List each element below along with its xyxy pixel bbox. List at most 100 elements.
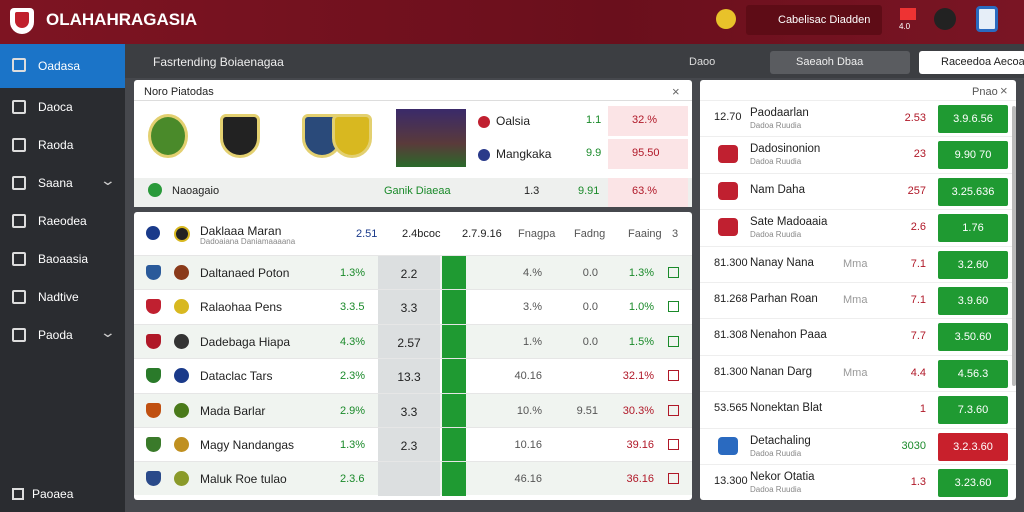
team-logo [146,368,161,384]
logo-inner [15,12,29,28]
column-header[interactable]: Faaing [628,228,662,240]
mid-odd[interactable]: 2.2 [400,267,418,281]
bet-button[interactable]: 7.3.60 [938,396,1008,425]
match-row[interactable]: Mada Barlar 2.9% 3.3 10.% 9.51 30.3% [134,392,692,428]
mid-odd[interactable]: 2.57 [397,335,421,350]
right-row[interactable]: 53.565 Nonektan Blat 1 7.3.60 [700,391,1016,427]
divider [134,100,692,101]
match-row[interactable]: Dataclac Tars 2.3% 13.3 40.16 32.1% [134,358,692,394]
match-row[interactable]: Magy Nandangas 1.3% 2.3 10.16 39.16 [134,427,692,462]
nav-item[interactable]: Oadasa [0,44,125,88]
odd: 3030 [901,439,926,452]
right-row[interactable]: 81.308 Nenahon Paaa 7.7 3.50.60 [700,318,1016,354]
right-row[interactable]: 81.268 Parhan Roan Mma 7.1 3.9.60 [700,282,1016,318]
team-logo [220,114,260,158]
nav-item[interactable]: Paoda ⌄ [0,316,125,354]
match-row[interactable]: Dadebaga Hiapa 4.3% 2.57 1.% 0.0 1.5% [134,323,692,359]
cell-c3: 30.3% [622,404,654,417]
column-header[interactable]: Fadng [574,228,606,240]
bet-button[interactable]: 9.90 70 [938,141,1008,170]
nav-item[interactable]: Saana ⌄ [0,164,125,202]
bet-button[interactable]: 3.2.60 [938,250,1008,279]
cell-c1: 10.16 [514,439,542,451]
panel-title: Pnao [972,86,998,98]
cell-c3: 36.16 [626,473,654,486]
bet-button[interactable]: 3.9.6.56 [938,105,1008,133]
column-header[interactable]: Fnagpa [518,228,556,240]
cell-c3: 32.1% [622,370,654,383]
close: × [1000,83,1008,98]
green-bar [442,290,466,325]
nav-item[interactable]: Nadtive [0,278,125,316]
icon[interactable] [976,6,998,32]
footer-icon [148,183,162,197]
pct-cell [608,139,688,169]
mid-odd[interactable]: 3.3 [400,404,418,419]
header-button[interactable]: Cabelisac Diadden [746,5,882,35]
select[interactable]: Daoo [689,56,716,68]
right-row[interactable]: 13.300 Nekor Otatia Dadoa Ruudia 1.3 3.23.60 [700,464,1016,500]
cell-c1: 1.% [523,335,542,348]
match-row[interactable]: Daltanaed Poton 1.3% 2.2 4.% 0.0 1.3% [134,255,692,290]
row-icon [668,267,679,278]
bet-button[interactable]: 3.25.636 [938,177,1008,206]
nav-label: Oadasa [38,59,81,73]
mid-odd[interactable]: 2.3 [400,439,418,453]
nav-icon [12,58,26,72]
team-logo [718,218,738,237]
odd: 3.3.5 [340,301,365,314]
extra: Mma [843,366,868,379]
odd: 2.3% [340,370,366,383]
team-logo [146,437,161,452]
mid-odd[interactable]: 3.3 [400,301,418,316]
cell-c2: 0.0 [582,301,598,314]
match-image [396,109,466,167]
team-name: Oalsia [496,114,531,128]
team-name: Paodaarlan [750,107,809,119]
bet-button[interactable]: 4.56.3 [938,359,1008,388]
odd-a: 2.4bcoc [402,228,441,240]
match-name: Daklaaa Maran [200,224,282,238]
right-row[interactable]: 12.70 Paodaarlan Dadoa Ruudia 2.53 3.9.6.56 [700,100,1016,136]
odd: 23 [913,148,926,161]
cell-c1: 10.% [516,404,542,417]
team-name: Nanay Nana [750,256,814,269]
team-logo [332,114,372,158]
cell-c3: 1.5% [628,335,654,348]
nav-item[interactable]: Raeodea [0,202,125,240]
right-row[interactable]: Detachaling Dadoa Ruudia 3030 3.2.3.60 [700,427,1016,464]
nav-item[interactable]: Baoaasia [0,240,125,278]
right-row[interactable]: Dadosinonion Dadoa Ruudia 23 9.90 70 [700,136,1016,172]
nav-icon [12,138,26,152]
nav-icon [12,176,26,190]
right-row[interactable]: Nam Daha 257 3.25.636 [700,172,1016,209]
time: 81.308 [714,329,748,342]
team-logo [718,181,738,200]
nav-label: Daoca [38,100,73,114]
mid-cell [378,462,440,497]
nav-item[interactable]: Daoca [0,88,125,126]
match-row[interactable]: Maluk Roe tulao 2.3.6 46.16 36.16 [134,461,692,497]
nav-item[interactable]: Raoda [0,126,125,164]
search[interactable]: Saeaoh Dbaa [770,51,910,74]
team-name: Parhan Roan [750,293,818,305]
bet-button[interactable]: 3.9.60 [938,287,1008,315]
match-row[interactable]: Ralaohaa Pens 3.3.5 3.3 3.% 0.0 1.0% [134,289,692,325]
column-header[interactable]: 3 [672,228,679,240]
bet-button[interactable]: 1.76 [938,214,1008,243]
right-row[interactable]: 81.300 Nanan Darg Mma 4.4 4.56.3 [700,354,1016,391]
nav-footer[interactable]: Paoaea [32,487,74,501]
right-row[interactable]: Sate Madoaaia Dadoa Ruudia 2.6 1.76 [700,209,1016,245]
cell-c1: 40.16 [514,370,542,383]
odd: 1 [919,403,926,416]
bet-button[interactable]: 3.2.3.60 [938,432,1008,461]
bet-button[interactable]: 3.23.60 [938,469,1008,497]
toolbar-button[interactable]: Raceedoa Aecoa [919,51,1024,74]
odd: 2.6 [910,221,926,234]
mid-odd[interactable]: 13.3 [397,370,421,385]
bet-button[interactable]: 3.50.60 [938,323,1008,352]
team-name: Maluk Roe tulao [200,472,287,487]
team-name: Mada Barlar [200,403,266,418]
right-row[interactable]: 81.300 Nanay Nana Mma 7.1 3.2.60 [700,245,1016,282]
nav-icon [12,100,26,114]
